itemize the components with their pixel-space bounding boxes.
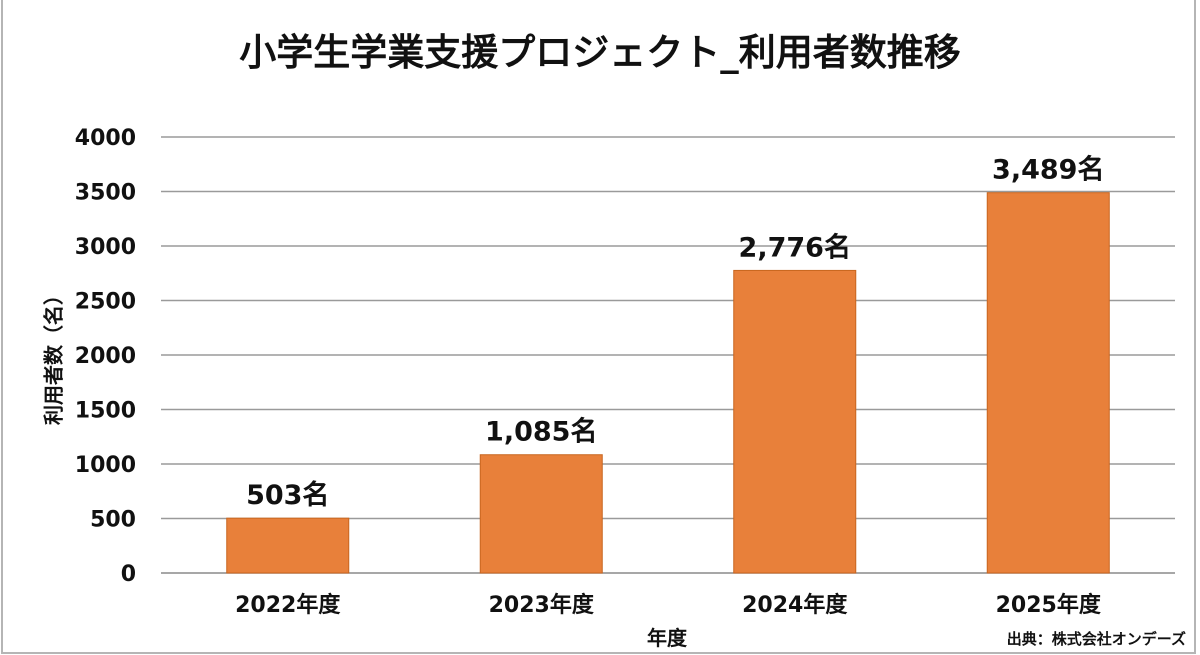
x-tick-label: 2023年度 <box>489 592 595 618</box>
y-tick-label: 1500 <box>75 399 136 424</box>
y-tick-label: 3000 <box>75 235 136 260</box>
y-tick-label: 1000 <box>75 453 136 478</box>
x-tick-label: 2024年度 <box>742 592 848 618</box>
data-label: 503名 <box>246 479 329 511</box>
y-tick-label: 2500 <box>75 290 136 315</box>
bar <box>479 454 603 574</box>
x-tick-label: 2022年度 <box>235 592 341 618</box>
chart-title: 小学生学業支援プロジェクト_利用者数推移 <box>239 31 961 74</box>
data-label: 1,085名 <box>485 416 597 448</box>
data-label: 3,489名 <box>992 154 1104 186</box>
x-axis-label: 年度 <box>647 626 687 650</box>
y-tick-label: 4000 <box>75 126 136 151</box>
y-tick-label: 2000 <box>75 344 136 369</box>
y-tick-label: 0 <box>121 562 136 587</box>
bar <box>986 192 1110 574</box>
source-note: 出典：株式会社オンデーズ <box>1006 630 1186 648</box>
x-tick-label: 2025年度 <box>996 592 1102 618</box>
bar <box>226 517 350 574</box>
bar <box>733 269 857 574</box>
y-tick-label: 3500 <box>75 181 136 206</box>
data-label: 2,776名 <box>739 231 851 263</box>
y-tick-label: 500 <box>90 508 136 533</box>
